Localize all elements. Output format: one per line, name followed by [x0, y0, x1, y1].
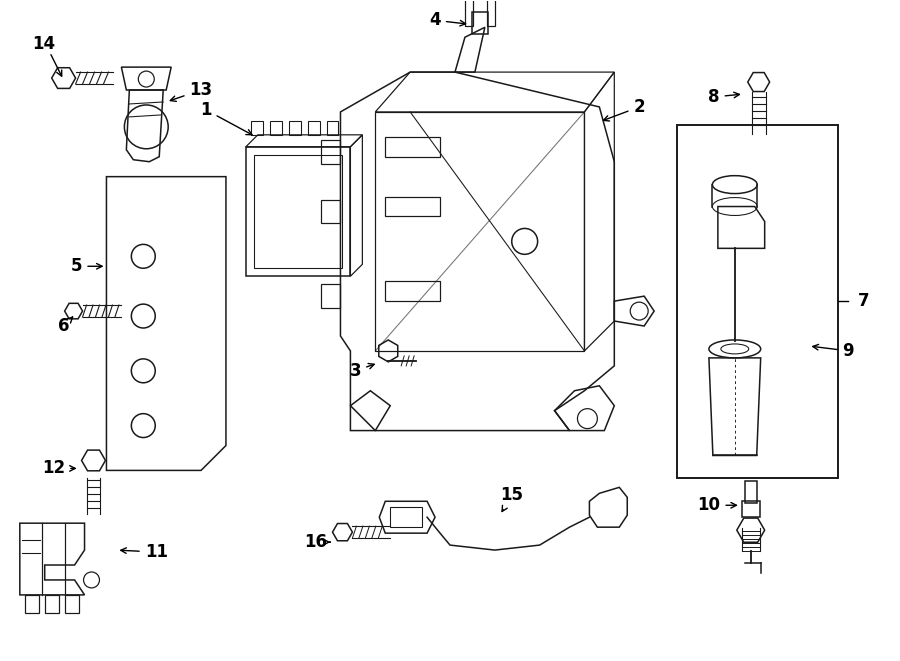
Bar	[270, 121, 282, 135]
Text: 8: 8	[708, 88, 740, 106]
Text: 12: 12	[42, 459, 76, 477]
Text: 15: 15	[500, 486, 523, 512]
Text: 7: 7	[858, 292, 869, 310]
Bar	[254, 155, 343, 268]
Bar	[677, 125, 839, 479]
Bar	[246, 147, 350, 276]
Bar	[391, 507, 422, 527]
Bar	[745, 481, 757, 503]
Text: 13: 13	[170, 81, 212, 101]
Bar	[25, 595, 39, 613]
Text: 6: 6	[58, 317, 73, 335]
Bar	[65, 595, 78, 613]
Text: 1: 1	[201, 101, 252, 135]
Bar	[385, 281, 440, 301]
Text: 3: 3	[349, 362, 374, 380]
Text: 10: 10	[698, 496, 736, 514]
Bar	[385, 137, 440, 157]
Bar	[327, 121, 338, 135]
Bar	[289, 121, 301, 135]
Text: 5: 5	[71, 257, 102, 275]
Text: 14: 14	[32, 35, 55, 53]
Text: 16: 16	[304, 533, 330, 551]
Text: 11: 11	[121, 543, 167, 561]
Bar	[45, 595, 58, 613]
Text: 9: 9	[813, 342, 854, 360]
Bar	[385, 196, 440, 217]
Bar	[465, 0, 472, 26]
Bar	[472, 13, 488, 34]
Text: 2: 2	[603, 98, 645, 121]
Text: 4: 4	[429, 11, 465, 29]
Bar	[251, 121, 263, 135]
Bar	[308, 121, 320, 135]
Bar	[487, 0, 495, 26]
Bar	[742, 501, 760, 517]
